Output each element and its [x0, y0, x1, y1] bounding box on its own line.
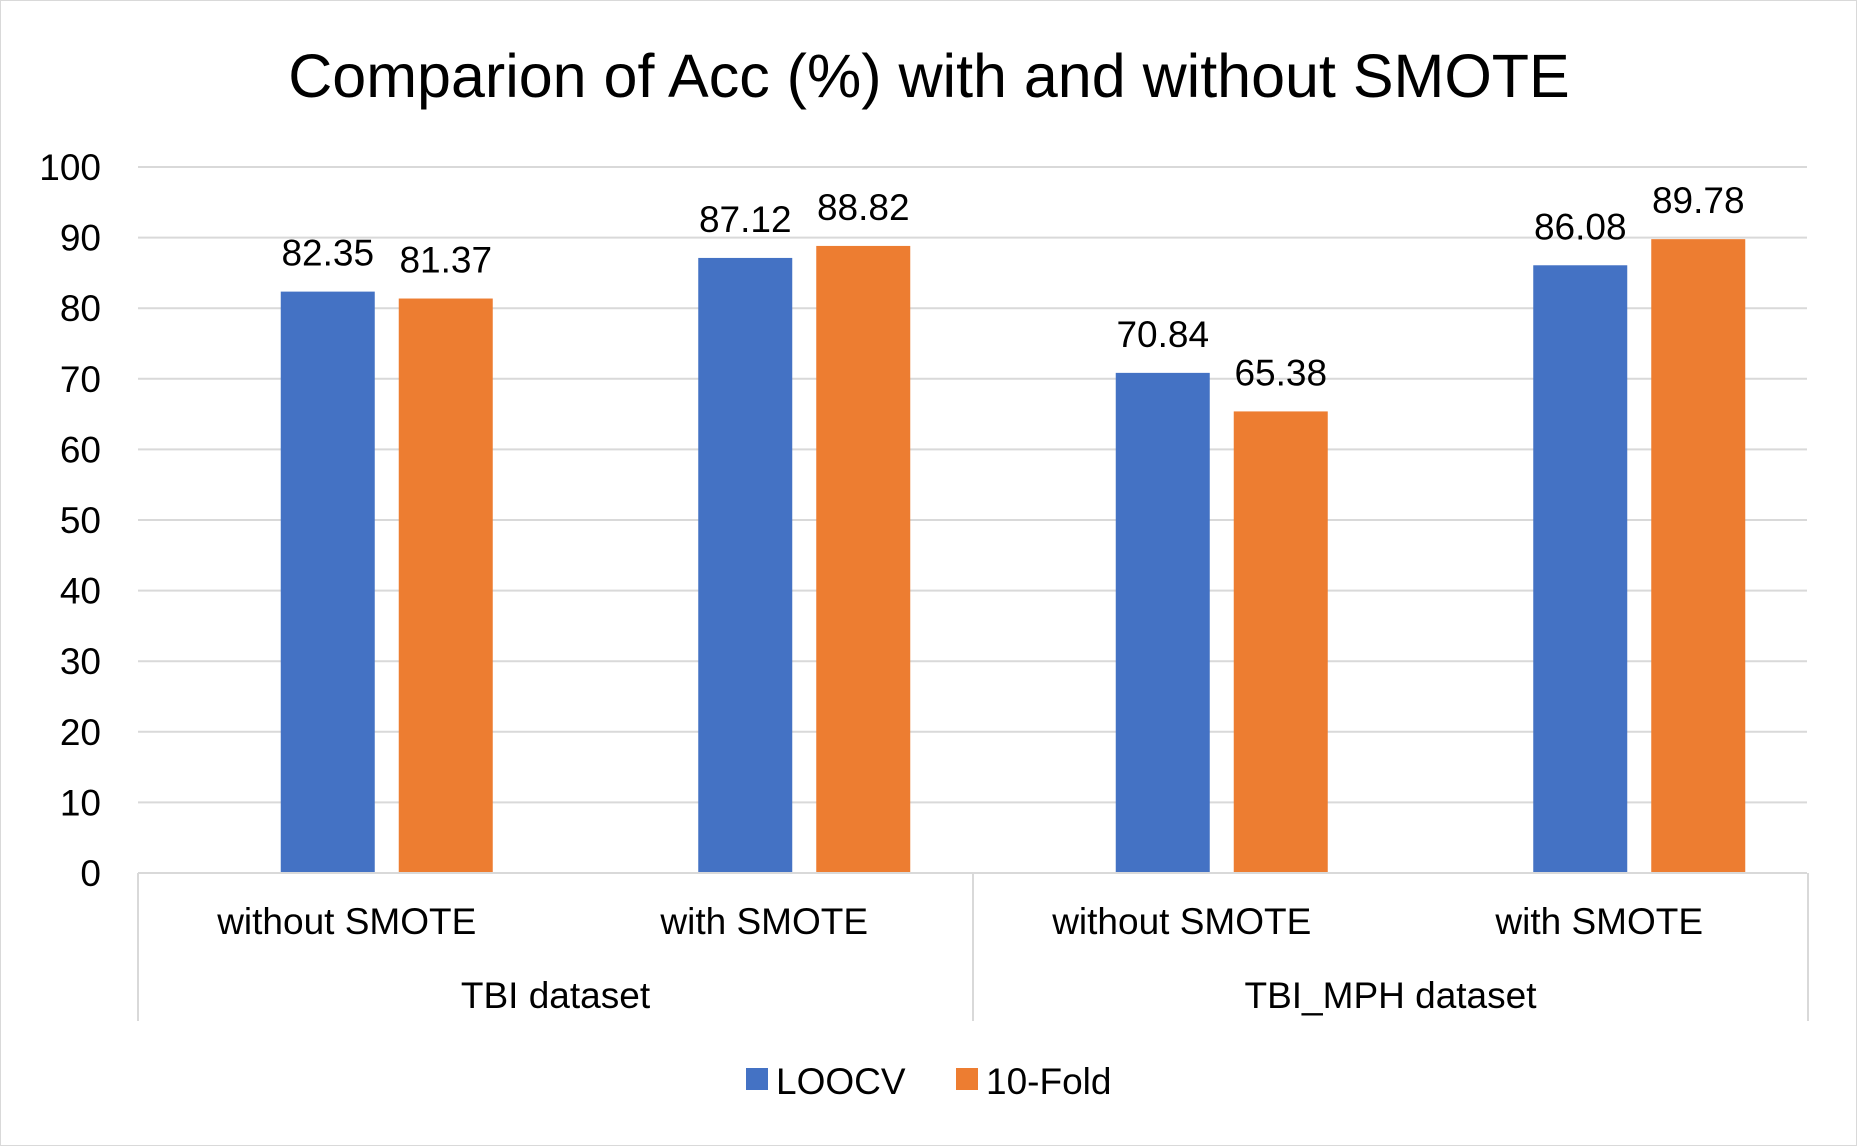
- legend: LOOCV 10-Fold: [746, 1061, 1111, 1102]
- category-label: without SMOTE: [1051, 901, 1311, 942]
- data-label: 86.08: [1534, 206, 1627, 247]
- group-label: TBI_MPH dataset: [1244, 975, 1537, 1016]
- bar: [1115, 372, 1210, 873]
- bar: [398, 298, 493, 873]
- y-tick-label: 0: [80, 853, 101, 894]
- data-label: 82.35: [281, 233, 374, 274]
- y-tick-label: 60: [60, 429, 101, 470]
- legend-label: 10-Fold: [986, 1061, 1111, 1102]
- chart-title: Comparion of Acc (%) with and without SM…: [288, 42, 1569, 110]
- bar: [1533, 265, 1628, 873]
- category-axis: without SMOTE with SMOTE without SMOTE with…: [137, 872, 1809, 1021]
- category-label: without SMOTE: [216, 901, 476, 942]
- legend-swatch: [956, 1068, 978, 1090]
- y-tick-label: 100: [39, 147, 101, 188]
- data-label: 65.38: [1234, 352, 1327, 393]
- y-tick-label: 10: [60, 782, 101, 823]
- data-labels: 82.35 87.12 70.84 86.08 81.37 88.82 65.38 89.78: [281, 180, 1744, 393]
- legend-swatch: [746, 1068, 768, 1090]
- y-tick-label: 90: [60, 218, 101, 259]
- bar: [1233, 411, 1328, 873]
- category-label: with SMOTE: [1494, 901, 1703, 942]
- data-label: 88.82: [817, 187, 910, 228]
- y-tick-label: 80: [60, 288, 101, 329]
- legend-label: LOOCV: [776, 1061, 906, 1102]
- y-tick-label: 50: [60, 500, 101, 541]
- bars: [280, 239, 1746, 874]
- y-axis-ticks: 0 10 20 30 40 50 60 70 80 90 100: [39, 147, 101, 894]
- bar: [698, 257, 793, 873]
- bar: [1651, 239, 1746, 873]
- category-label: with SMOTE: [659, 901, 868, 942]
- bar: [280, 291, 375, 873]
- y-tick-label: 40: [60, 571, 101, 612]
- y-tick-label: 20: [60, 712, 101, 753]
- y-tick-label: 70: [60, 359, 101, 400]
- bar: [816, 245, 911, 874]
- group-label: TBI dataset: [461, 975, 651, 1016]
- y-tick-label: 30: [60, 641, 101, 682]
- data-label: 81.37: [399, 240, 492, 281]
- data-label: 87.12: [699, 199, 792, 240]
- data-label: 89.78: [1652, 180, 1745, 221]
- data-label: 70.84: [1116, 314, 1209, 355]
